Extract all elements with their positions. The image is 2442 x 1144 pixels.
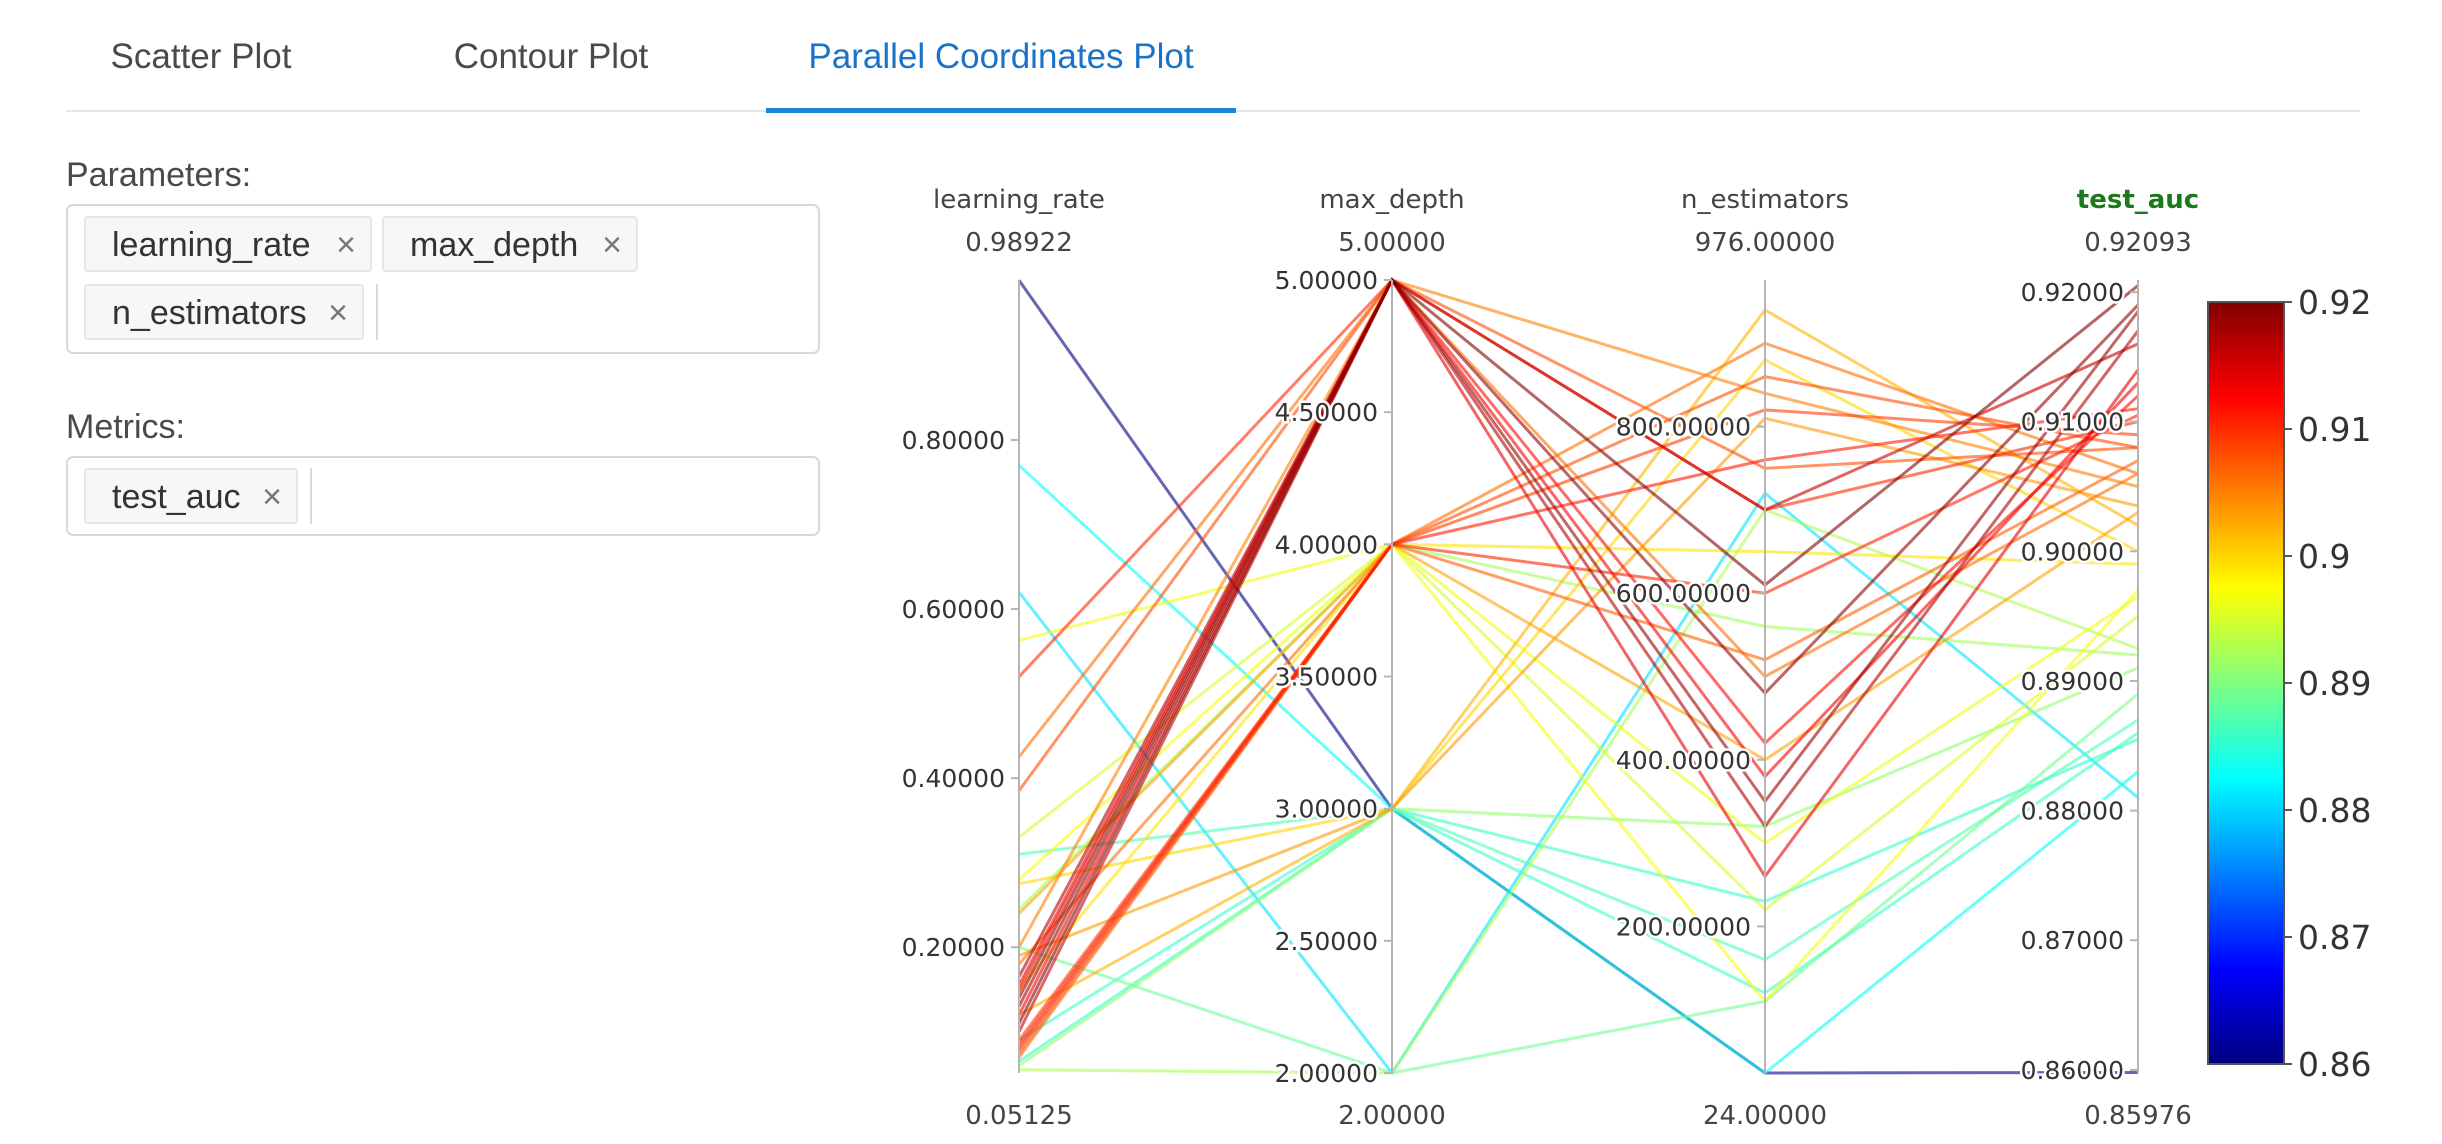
tick-label: 5.00000 bbox=[1275, 266, 1378, 295]
metrics-select[interactable]: test_auc × bbox=[66, 456, 820, 536]
axis-range-min: 0.05125 bbox=[965, 1101, 1073, 1131]
tick-label: 0.80000 bbox=[902, 426, 1005, 455]
axes: learning_rate 0.98922 0.05125 0.20000 0.4000… bbox=[899, 185, 2199, 1131]
text-cursor bbox=[376, 284, 378, 340]
colorbar-tick-label: 0.86 bbox=[2298, 1045, 2371, 1084]
series-line bbox=[1017, 278, 2139, 948]
tab-parallel-coordinates-plot[interactable]: Parallel Coordinates Plot bbox=[766, 28, 1236, 113]
axis-title[interactable]: n_estimators bbox=[1681, 185, 1849, 215]
chip-label: learning_rate bbox=[112, 226, 311, 264]
tick-label: 600.00000 bbox=[1616, 579, 1751, 608]
chip-label: test_auc bbox=[112, 478, 241, 516]
colorbar-gradient bbox=[2207, 301, 2285, 1065]
series-line bbox=[1018, 737, 2139, 1063]
tick-label: 0.92000 bbox=[2021, 278, 2124, 307]
series-line bbox=[1017, 277, 2140, 1008]
series-line bbox=[1018, 718, 2139, 962]
series-line bbox=[1017, 277, 2140, 978]
axis-range-min: 2.00000 bbox=[1338, 1101, 1446, 1131]
colorbar-tick-label: 0.88 bbox=[2298, 791, 2371, 830]
parameters-select[interactable]: learning_rate × max_depth × n_estimators… bbox=[66, 204, 820, 354]
tick-label: 0.87000 bbox=[2021, 926, 2124, 955]
remove-chip-icon[interactable]: × bbox=[328, 294, 348, 332]
colorbar-tick-label: 0.87 bbox=[2298, 918, 2371, 957]
chip-test-auc: test_auc × bbox=[84, 468, 298, 524]
series-line bbox=[1017, 542, 2140, 1004]
series-line bbox=[1017, 278, 2139, 792]
parameters-label: Parameters: bbox=[66, 156, 252, 194]
colorbar-tick-label: 0.91 bbox=[2298, 410, 2371, 449]
tick-label: 0.88000 bbox=[2021, 797, 2124, 826]
tick-label: 0.20000 bbox=[902, 933, 1005, 962]
metrics-label: Metrics: bbox=[66, 408, 185, 446]
series-line bbox=[1017, 277, 2139, 1033]
tab-bar: Scatter Plot Contour Plot Parallel Coord… bbox=[66, 0, 2360, 113]
chip-learning-rate: learning_rate × bbox=[84, 216, 372, 272]
series-line bbox=[1017, 277, 2140, 999]
axis-range-min: 0.85976 bbox=[2084, 1101, 2192, 1131]
tick-label: 0.86000 bbox=[2021, 1056, 2124, 1085]
series-line bbox=[1017, 464, 2139, 1075]
colorbar: 0.86 0.87 0.88 0.89 0.9 0.91 0.92 bbox=[2207, 283, 2371, 1084]
tick-label: 0.89000 bbox=[2021, 667, 2124, 696]
remove-chip-icon[interactable]: × bbox=[262, 478, 282, 516]
tick-label: 2.00000 bbox=[1275, 1059, 1378, 1088]
series-line bbox=[1018, 542, 2139, 912]
data-lines bbox=[1017, 276, 2140, 1076]
tick-label: 0.60000 bbox=[902, 595, 1005, 624]
series-line bbox=[1017, 276, 2140, 987]
tick-label: 0.40000 bbox=[902, 764, 1005, 793]
series-line bbox=[1017, 341, 2139, 966]
series-line bbox=[1018, 731, 2139, 1042]
axis-range-min: 24.00000 bbox=[1703, 1101, 1827, 1131]
tick-label: 2.50000 bbox=[1275, 927, 1378, 956]
axis-range-max: 976.00000 bbox=[1695, 228, 1836, 258]
chip-n-estimators: n_estimators × bbox=[84, 284, 364, 340]
tick-label: 4.50000 bbox=[1275, 398, 1378, 427]
chip-label: n_estimators bbox=[112, 294, 307, 332]
series-line bbox=[1017, 277, 2139, 1024]
tick-label: 3.00000 bbox=[1275, 795, 1378, 824]
series-line bbox=[1018, 308, 2139, 1017]
tick-label: 4.00000 bbox=[1275, 530, 1378, 559]
text-cursor bbox=[310, 468, 312, 524]
series-line bbox=[1018, 358, 2139, 886]
tick-label: 400.00000 bbox=[1616, 746, 1751, 775]
tick-label: 800.00000 bbox=[1616, 413, 1751, 442]
tick-label: 200.00000 bbox=[1616, 912, 1751, 941]
tick-label: 3.50000 bbox=[1275, 663, 1378, 692]
series-line bbox=[1018, 666, 2139, 1067]
series-line bbox=[1018, 692, 2139, 1075]
series-line bbox=[1017, 511, 2139, 915]
tab-scatter-plot[interactable]: Scatter Plot bbox=[110, 37, 292, 76]
remove-chip-icon[interactable]: × bbox=[602, 226, 622, 264]
axis-range-max: 5.00000 bbox=[1338, 228, 1446, 258]
series-line bbox=[1018, 416, 2139, 958]
axis-title[interactable]: test_auc bbox=[2077, 185, 2199, 215]
axis-title[interactable]: max_depth bbox=[1319, 185, 1464, 215]
axis-range-max: 0.98922 bbox=[965, 228, 1073, 258]
tick-label: 0.91000 bbox=[2021, 408, 2124, 437]
chip-label: max_depth bbox=[410, 226, 579, 264]
axis-range-max: 0.92093 bbox=[2084, 228, 2192, 258]
remove-chip-icon[interactable]: × bbox=[336, 226, 356, 264]
tab-contour-plot[interactable]: Contour Plot bbox=[453, 37, 649, 76]
tick-label: 0.90000 bbox=[2021, 537, 2124, 566]
colorbar-tick-label: 0.9 bbox=[2298, 537, 2350, 576]
axis-title[interactable]: learning_rate bbox=[933, 185, 1105, 215]
colorbar-tick-label: 0.89 bbox=[2298, 664, 2371, 703]
series-line bbox=[1018, 542, 2139, 845]
colorbar-tick-label: 0.92 bbox=[2298, 283, 2371, 322]
chip-max-depth: max_depth × bbox=[382, 216, 638, 272]
